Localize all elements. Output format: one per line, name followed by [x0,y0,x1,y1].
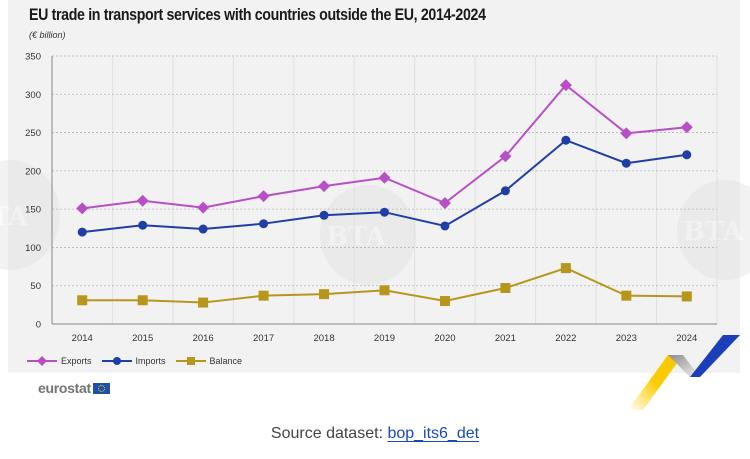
source-dataset-link[interactable]: bop_its6_det [387,425,480,442]
eu-flag-icon [92,382,110,394]
data-point-imports [440,221,450,231]
legend-item-exports[interactable]: Exports [27,356,92,366]
data-point-balance [258,290,269,301]
data-point-exports [559,79,572,92]
data-point-exports [76,202,89,215]
y-tick-label: 150 [25,205,41,216]
legend-label-balance: Balance [209,356,243,366]
data-point-imports [500,186,510,196]
y-tick-label: 350 [25,52,41,63]
data-point-exports [620,127,633,140]
data-point-exports [257,190,270,203]
svg-text:TA: TA [0,202,29,232]
data-point-imports [259,219,269,229]
data-point-balance [681,291,692,302]
x-tick-label: 2015 [132,333,153,344]
data-point-imports [621,158,631,168]
y-tick-label: 100 [25,243,41,254]
data-point-imports [380,207,389,217]
watermark-logo-left: TA [0,160,60,270]
data-point-balance [500,283,511,294]
x-tick-label: 2020 [434,333,455,344]
series-balance [77,263,692,308]
legend-label-imports: Imports [135,356,166,366]
eurostat-logo: eurostat [38,380,110,396]
diamond-marker-icon [27,356,57,366]
chart-panel [8,0,740,373]
legend-item-balance[interactable]: Balance [175,356,243,366]
data-point-balance [198,297,209,308]
data-point-imports [77,227,87,237]
data-point-imports [138,220,148,230]
data-point-imports [198,224,208,234]
data-point-exports [680,121,693,134]
bta-ribbon-logo-icon [628,335,740,410]
data-point-exports [136,194,149,207]
series-imports [77,135,692,237]
x-tick-label: 2018 [313,333,334,344]
chart-legend: Exports Imports Balance [27,354,242,368]
data-point-imports [682,150,692,160]
x-tick-label: 2023 [616,333,637,344]
square-marker-icon [175,357,206,365]
data-point-imports [561,135,571,145]
x-tick-label: 2017 [253,333,274,344]
data-point-exports [378,171,391,184]
y-tick-label: 250 [25,128,41,139]
data-point-balance [439,296,450,307]
x-tick-label: 2016 [193,333,214,344]
data-point-balance [77,295,88,306]
x-tick-label: 2014 [72,333,93,344]
data-point-imports [319,210,329,220]
y-tick-label: 300 [25,90,41,101]
line-chart: 0 50 100 150 200 250 300 350 2014 2015 2016 2017 201… [25,52,718,344]
watermark-logo-right: BTA [677,180,750,280]
svg-text:BTA: BTA [326,222,387,252]
data-point-exports [318,180,331,193]
data-point-balance [621,290,632,301]
eurostat-wordmark: eurostat [38,380,91,396]
circle-marker-icon [101,357,132,365]
y-tick-label: 0 [36,320,41,331]
x-tick-label: 2022 [555,333,576,344]
x-tick-label: 2024 [676,333,697,344]
series-exports [76,79,693,215]
data-point-balance [137,295,148,306]
data-point-exports [499,150,512,163]
chart-subtitle: (€ billion) [29,30,66,40]
legend-label-exports: Exports [61,356,92,366]
data-point-exports [197,201,210,214]
source-prefix: Source dataset: [270,425,388,442]
svg-text:BTA: BTA [683,217,744,247]
watermark-logo-center: BTA [320,185,416,285]
legend-item-imports[interactable]: Imports [101,356,166,366]
data-point-balance [560,263,571,274]
data-point-balance [319,289,330,300]
y-tick-label: 50 [30,281,41,292]
data-point-exports [438,197,451,210]
chart-title: EU trade in transport services with coun… [29,6,486,24]
x-tick-label: 2019 [374,333,395,344]
x-tick-label: 2021 [495,333,516,344]
source-line: Source dataset: bop_its6_det [0,425,750,443]
y-tick-label: 200 [25,166,41,177]
data-point-balance [379,285,390,296]
